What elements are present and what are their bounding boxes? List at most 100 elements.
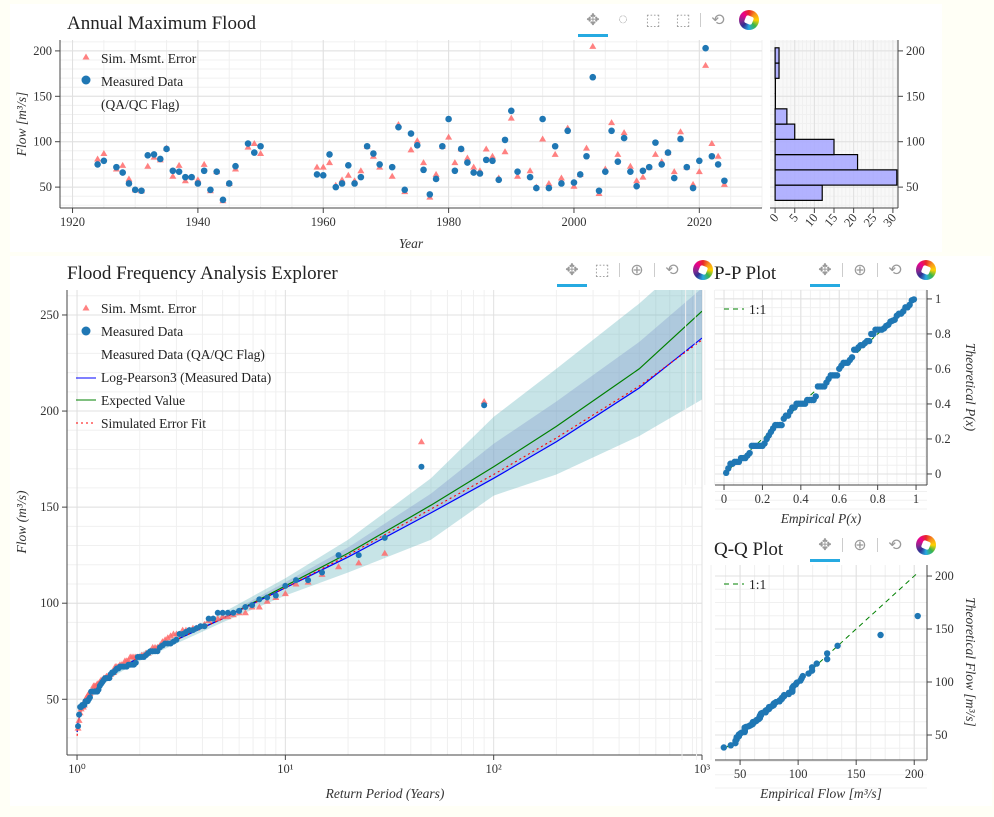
measured-marker bbox=[627, 168, 634, 175]
measured-marker bbox=[338, 180, 346, 187]
legend-label: 1:1 bbox=[749, 302, 766, 317]
sim-error-marker bbox=[651, 150, 659, 157]
measured-marker bbox=[551, 142, 559, 150]
measured-marker bbox=[401, 186, 409, 194]
measured-marker bbox=[293, 577, 300, 584]
measured-marker bbox=[420, 166, 427, 174]
y-tick-label: 0 bbox=[935, 467, 941, 481]
sim-error-marker bbox=[480, 397, 488, 404]
legend-label: Expected Value bbox=[101, 393, 185, 408]
sim-error-marker bbox=[614, 150, 622, 157]
measured-marker bbox=[645, 163, 653, 171]
qq-title: Q-Q Plot bbox=[714, 539, 784, 560]
x-tick-label: 0.6 bbox=[831, 492, 847, 506]
wheel-zoom-icon[interactable]: ⊕ bbox=[630, 262, 644, 279]
qq-legend: 1:1 bbox=[724, 577, 766, 592]
measured-marker bbox=[326, 151, 333, 158]
measured-marker bbox=[683, 163, 691, 171]
measured-marker bbox=[176, 630, 183, 637]
qq-axes: 50 100 150 200 50 100 150 200 bbox=[681, 565, 954, 789]
sim-error-marker bbox=[344, 171, 352, 178]
measured-marker bbox=[213, 168, 220, 175]
measured-marker bbox=[482, 156, 490, 164]
lasso-select-icon[interactable]: ◌ bbox=[618, 11, 628, 28]
sim-error-marker bbox=[432, 170, 440, 177]
measured-marker bbox=[489, 157, 496, 165]
toolbar-divider bbox=[877, 263, 878, 277]
wheel-zoom-icon[interactable]: ⊕ bbox=[853, 537, 867, 554]
reset-icon[interactable]: ⟲ bbox=[888, 262, 902, 279]
ffa-ylabel: Flow (m³/s) bbox=[14, 490, 29, 554]
reset-icon[interactable]: ⟲ bbox=[711, 12, 725, 29]
sim-error-marker bbox=[445, 133, 453, 140]
bokeh-logo-icon[interactable] bbox=[739, 10, 759, 30]
pan-icon[interactable]: ✥ bbox=[810, 533, 840, 562]
qq-toolbar: ✥ ⊕ ⟲ bbox=[810, 533, 936, 562]
x-tick-label: 10³ bbox=[694, 762, 711, 776]
annual-xlabel: Year bbox=[399, 236, 424, 251]
histogram-bar bbox=[774, 123, 796, 140]
measured-marker bbox=[714, 161, 722, 168]
measured-marker bbox=[282, 582, 289, 589]
histogram-bar bbox=[774, 169, 898, 186]
legend-label: Measured Data (QA/QC Flag) bbox=[101, 347, 265, 362]
pp-point bbox=[812, 393, 819, 400]
sim-error-marker bbox=[75, 716, 83, 723]
pp-point bbox=[778, 421, 785, 429]
measured-marker bbox=[595, 187, 603, 195]
box-zoom-icon[interactable]: ⬚ bbox=[594, 262, 610, 279]
bokeh-logo-icon[interactable] bbox=[916, 535, 936, 555]
pan-icon[interactable]: ✥ bbox=[557, 258, 587, 287]
qq-point bbox=[914, 612, 921, 620]
sim-error-marker bbox=[545, 179, 553, 186]
x-tick-label: 2020 bbox=[687, 215, 712, 229]
measured-marker bbox=[244, 140, 252, 147]
measured-marker bbox=[558, 180, 565, 187]
sim-error-marker bbox=[526, 167, 534, 174]
measured-marker bbox=[664, 149, 672, 156]
measured-marker bbox=[395, 123, 402, 131]
x-tick-label: 1960 bbox=[311, 215, 336, 229]
bokeh-logo-icon[interactable] bbox=[916, 260, 936, 280]
pan-icon[interactable]: ✥ bbox=[578, 8, 608, 37]
measured-marker bbox=[652, 139, 659, 146]
measured-marker bbox=[188, 173, 195, 181]
sim-error-marker bbox=[119, 161, 127, 168]
measured-marker bbox=[210, 615, 217, 622]
legend-label: Sim. Msmt. Error bbox=[101, 301, 197, 316]
pan-icon[interactable]: ✥ bbox=[810, 258, 840, 287]
annual-ylabel: Flow [m³/s] bbox=[14, 92, 29, 157]
measured-marker bbox=[689, 184, 697, 192]
measured-marker bbox=[457, 145, 465, 153]
x-tick-label: 1980 bbox=[436, 215, 461, 229]
box-zoom-icon[interactable]: ⬚ bbox=[645, 12, 661, 29]
measured-marker bbox=[702, 44, 709, 52]
measured-marker bbox=[150, 151, 158, 158]
bokeh-logo-icon[interactable] bbox=[693, 260, 713, 280]
box-select-icon[interactable]: ⬚ bbox=[675, 12, 691, 29]
sim-error-marker bbox=[125, 175, 133, 182]
y-tick-label: 100 bbox=[33, 135, 52, 149]
measured-marker bbox=[242, 604, 249, 611]
measured-marker bbox=[205, 615, 212, 622]
measured-marker bbox=[507, 107, 515, 115]
measured-marker bbox=[696, 157, 703, 165]
wheel-zoom-icon[interactable]: ⊕ bbox=[853, 262, 867, 279]
measured-marker bbox=[708, 152, 716, 160]
reset-icon[interactable]: ⟲ bbox=[665, 262, 679, 279]
y-tick-label: 50 bbox=[47, 692, 60, 706]
histogram-bars bbox=[774, 47, 898, 201]
measured-marker bbox=[432, 175, 440, 183]
measured-marker bbox=[545, 184, 553, 192]
y-tick-label: 100 bbox=[935, 675, 954, 689]
sim-error-marker bbox=[292, 580, 300, 587]
measured-marker bbox=[439, 142, 446, 150]
measured-marker bbox=[335, 552, 342, 559]
qq-xlabel: Empirical Flow [m³/s] bbox=[759, 786, 882, 801]
sim-error-marker bbox=[420, 159, 428, 166]
sim-error-marker bbox=[90, 682, 98, 689]
sim-error-marker bbox=[708, 140, 716, 147]
sim-error-marker bbox=[357, 167, 365, 174]
reset-icon[interactable]: ⟲ bbox=[888, 537, 902, 554]
measured-marker bbox=[256, 596, 263, 603]
